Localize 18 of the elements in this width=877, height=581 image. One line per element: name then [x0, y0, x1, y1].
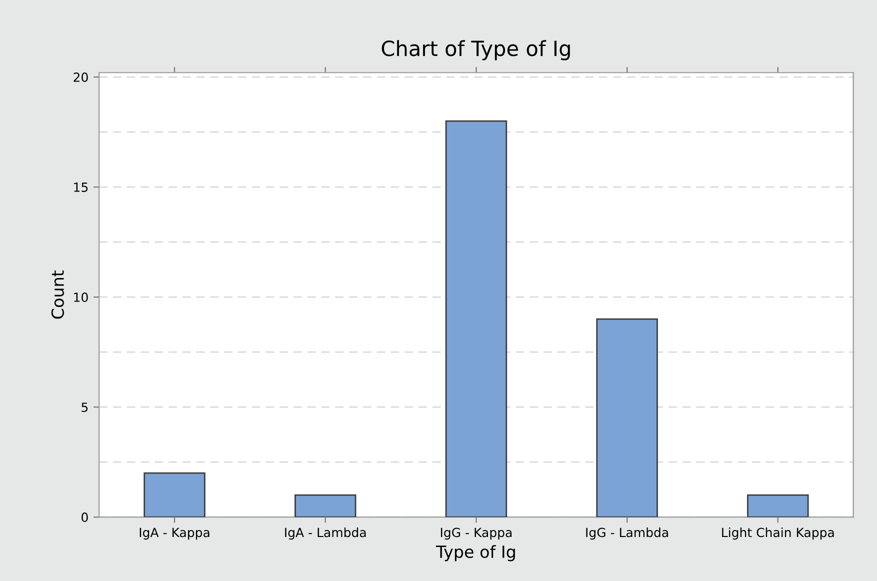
x-tick-label: IgG - Lambda [586, 528, 668, 540]
bar [445, 120, 508, 518]
y-axis-title: Count [51, 270, 64, 319]
bar [144, 472, 206, 518]
y-tick-label: 10 [74, 292, 88, 302]
bar [747, 494, 809, 518]
x-tick-label: IgG - Kappa [440, 528, 512, 540]
y-tick-label: 5 [82, 402, 88, 412]
x-axis-title: Type of Ig [436, 545, 515, 562]
y-tick-label: 20 [74, 72, 88, 82]
x-tick-label: Light Chain Kappa [722, 528, 834, 540]
y-tick-label: 15 [74, 182, 88, 192]
bar [294, 494, 356, 518]
y-tick-label: 0 [82, 512, 88, 522]
chart-title: Chart of Type of Ig [382, 40, 570, 60]
x-tick-label: IgA - Lambda [285, 528, 366, 540]
x-tick-label: IgA - Kappa [140, 528, 210, 540]
bar [596, 318, 658, 518]
